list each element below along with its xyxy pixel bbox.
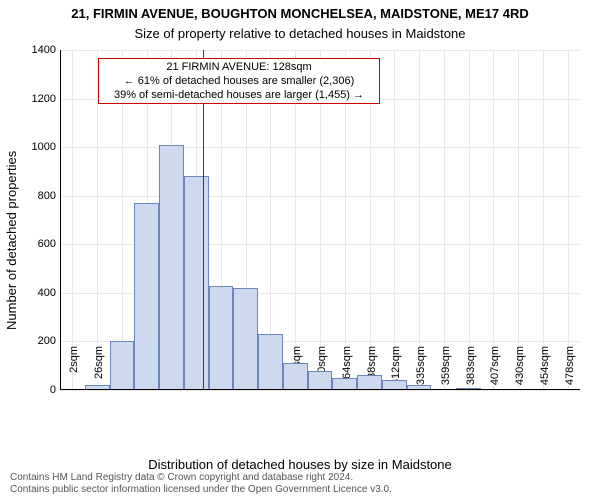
callout-box: 21 FIRMIN AVENUE: 128sqm ← 61% of detach… [98,58,380,104]
y-tick-label: 800 [22,190,56,202]
bar [184,176,209,390]
gridline-v [72,50,73,390]
y-tick-label: 600 [22,238,56,250]
footer-line-1: Contains HM Land Registry data © Crown c… [10,472,392,484]
y-tick-label: 1400 [22,44,56,56]
footer-line-2: Contains public sector information licen… [10,484,392,496]
gridline-v [518,50,519,390]
y-axis-line [60,50,61,390]
y-tick-label: 200 [22,335,56,347]
y-tick-label: 1200 [22,93,56,105]
bar [134,203,159,390]
page-title-line1: 21, FIRMIN AVENUE, BOUGHTON MONCHELSEA, … [0,6,600,21]
page-title-line2: Size of property relative to detached ho… [0,26,600,41]
gridline-v [394,50,395,390]
gridline-v [444,50,445,390]
callout-line-3: 39% of semi-detached houses are larger (… [103,89,375,103]
callout-line-2: ← 61% of detached houses are smaller (2,… [103,75,375,89]
gridline-v [419,50,420,390]
bar [209,286,234,390]
x-axis-label: Distribution of detached houses by size … [0,457,600,472]
gridline-v [493,50,494,390]
bar [110,341,135,390]
bar [159,145,184,390]
gridline-v [469,50,470,390]
bar [308,371,333,390]
footer: Contains HM Land Registry data © Crown c… [10,472,392,496]
callout-line-1: 21 FIRMIN AVENUE: 128sqm [103,61,375,75]
y-axis-label: Number of detached properties [4,151,19,330]
y-tick-label: 400 [22,287,56,299]
bar [357,375,382,390]
x-axis-line [60,389,580,390]
y-tick-label: 0 [22,384,56,396]
bar [283,363,308,390]
y-tick-label: 1000 [22,141,56,153]
gridline-v [543,50,544,390]
gridline-v [568,50,569,390]
bar [258,334,283,390]
bar [233,288,258,390]
